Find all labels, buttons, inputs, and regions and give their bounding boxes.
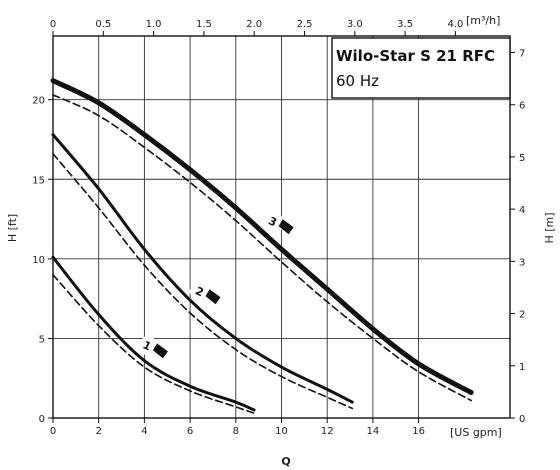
y-axis-label-right: H [m] — [543, 212, 556, 243]
curve-speed-1-solid — [51, 255, 256, 412]
title-box: Wilo-Star S 21 RFC 60 Hz — [331, 37, 511, 99]
curve-speed-2-dashed — [52, 153, 354, 410]
y-tick-label-left: 15 — [32, 175, 45, 186]
x-tick-label-top: 1.5 — [196, 19, 212, 30]
y-tick-label-left: 20 — [32, 96, 45, 107]
speed-markers: 123 — [135, 208, 294, 360]
x-tick-label-bottom: 6 — [187, 426, 193, 437]
chart-title: Wilo-Star S 21 RFC — [336, 47, 495, 65]
speed-label-gap — [135, 332, 163, 360]
y-tick-label-left: 0 — [39, 414, 45, 425]
x-tick-label-bottom: 4 — [141, 426, 147, 437]
x-tick-label-top: 3.0 — [347, 19, 363, 30]
plot-frame — [52, 35, 511, 419]
y-tick-label-right: 3 — [519, 257, 525, 268]
x-axis-label: Q — [281, 455, 290, 468]
speed-marker-wedge — [152, 343, 168, 359]
y-tick-label-right: 5 — [519, 153, 525, 164]
x-tick-label-top: 4.0 — [447, 19, 463, 30]
speed-marker-wedge — [205, 289, 221, 305]
y-tick-label-right: 4 — [519, 205, 525, 216]
x-tick-label-top: 0.5 — [95, 19, 111, 30]
x-tick-label-bottom: 14 — [367, 426, 380, 437]
x-tick-label-top: 2.0 — [246, 19, 262, 30]
y-axis-label-left: H [ft] — [6, 214, 19, 242]
y-tick-label-right: 6 — [519, 101, 525, 112]
y-tick-label-right: 2 — [519, 310, 525, 321]
speed-label-gap — [188, 278, 215, 306]
x-tick-label-top: 2.5 — [297, 19, 313, 30]
x-tick-label-top: 3.5 — [397, 19, 413, 30]
speed-label-gap — [261, 208, 289, 236]
y-tick-label-left: 5 — [39, 334, 45, 345]
x-tick-label-top: 1.0 — [146, 19, 162, 30]
x-tick-label-top: 0 — [50, 19, 56, 30]
x-tick-label-bottom: 8 — [233, 426, 239, 437]
y-tick-label-left: 10 — [32, 255, 45, 266]
curves — [50, 78, 474, 414]
curve-speed-3-solid — [50, 78, 474, 395]
x-tick-label-bottom: 10 — [275, 426, 288, 437]
x-tick-label-bottom: 12 — [321, 426, 334, 437]
title-box-frame — [331, 37, 511, 99]
y-tick-label-right: 7 — [519, 48, 525, 59]
x-tick-label-bottom: 0 — [50, 426, 56, 437]
x-tick-label-bottom: 2 — [96, 426, 102, 437]
curve-speed-1-dashed — [52, 274, 255, 414]
curve-speed-3-dashed — [52, 94, 472, 402]
curve-speed-2-solid — [51, 133, 354, 404]
speed-marker-wedge — [278, 219, 294, 235]
x-unit-top: [m³/h] — [466, 14, 500, 27]
y-tick-label-right: 0 — [519, 414, 525, 425]
x-tick-label-bottom: 16 — [412, 426, 425, 437]
y-tick-label-right: 1 — [519, 362, 525, 373]
x-unit-bottom: [US gpm] — [450, 426, 502, 439]
chart-subtitle: 60 Hz — [336, 72, 379, 90]
